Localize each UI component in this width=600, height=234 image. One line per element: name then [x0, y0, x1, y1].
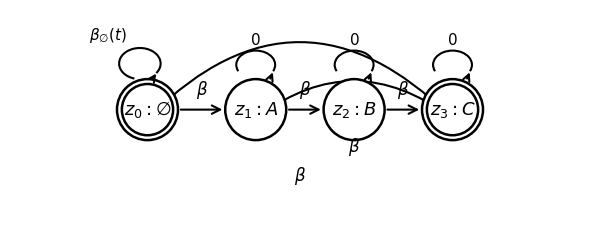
Text: $\beta_{\emptyset}(t)$: $\beta_{\emptyset}(t)$ — [89, 26, 127, 45]
Text: $0$: $0$ — [250, 32, 261, 48]
Text: $z_3 : C$: $z_3 : C$ — [430, 100, 475, 120]
Circle shape — [117, 79, 178, 140]
Circle shape — [225, 79, 286, 140]
Circle shape — [323, 79, 385, 140]
Text: $\beta$: $\beta$ — [294, 165, 306, 187]
Text: $z_0 : \emptyset$: $z_0 : \emptyset$ — [124, 99, 171, 120]
Text: $\beta$: $\beta$ — [397, 79, 409, 101]
Text: $z_2 : B$: $z_2 : B$ — [332, 100, 376, 120]
Text: $\beta$: $\beta$ — [348, 136, 360, 158]
Text: $0$: $0$ — [349, 32, 359, 48]
FancyArrowPatch shape — [151, 42, 451, 117]
Circle shape — [422, 79, 483, 140]
FancyArrowPatch shape — [260, 81, 450, 117]
Text: $0$: $0$ — [447, 32, 458, 48]
Text: $\beta$: $\beta$ — [299, 79, 311, 101]
Text: $\beta$: $\beta$ — [196, 79, 208, 101]
Text: $z_1 : A$: $z_1 : A$ — [233, 100, 278, 120]
